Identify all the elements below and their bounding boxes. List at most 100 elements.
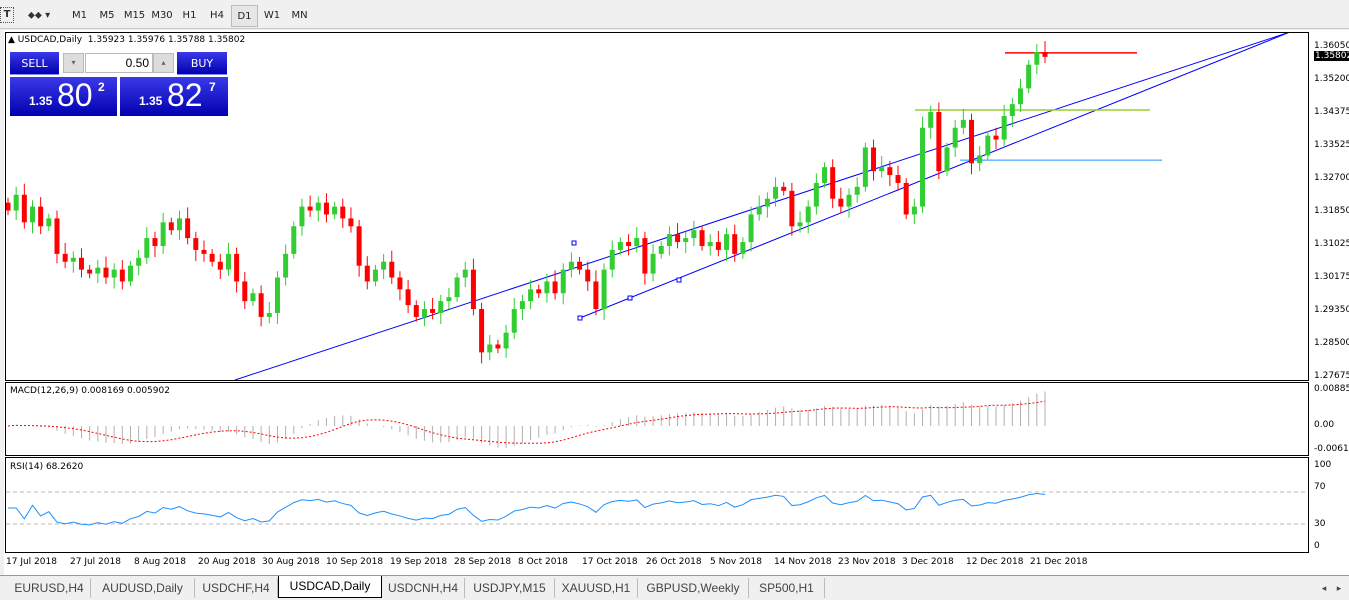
tab-eurusd-h4[interactable]: EURUSD,H4 <box>8 578 91 598</box>
buy-button[interactable]: BUY <box>177 52 227 75</box>
candle-body <box>650 253 656 274</box>
candle-body <box>756 206 762 215</box>
candle-body <box>536 289 542 294</box>
candle-body <box>495 344 501 349</box>
rsi-axis-label: 100 <box>1314 460 1332 470</box>
candle-body <box>1018 88 1024 105</box>
volume-increase-button[interactable]: ▴ <box>153 53 174 73</box>
rsi-axis-label: 70 <box>1314 482 1326 492</box>
candle-body <box>511 309 517 333</box>
candle-body <box>960 119 966 128</box>
candle-body <box>364 265 370 282</box>
candle-body <box>307 206 313 211</box>
timeframe-d1[interactable]: D1 <box>231 5 258 27</box>
macd-axis-label: -0.00614 <box>1314 444 1349 454</box>
candle-body <box>552 281 558 294</box>
date-axis-label: 26 Oct 2018 <box>646 557 702 567</box>
date-axis-label: 20 Aug 2018 <box>198 557 256 567</box>
text-tool-icon[interactable]: T <box>0 7 14 23</box>
date-axis-label: 14 Nov 2018 <box>774 557 832 567</box>
tab-scroll-left[interactable]: ◂ <box>1321 583 1327 593</box>
chart-tabs: EURUSD,H4 AUDUSD,Daily USDCHF,H4 USDCAD,Dai… <box>0 575 1349 600</box>
candle-body <box>969 119 975 164</box>
volume-decrease-button[interactable]: ▾ <box>63 53 84 73</box>
candle-body <box>519 301 525 310</box>
candle-body <box>6 202 11 211</box>
timeframe-w1[interactable]: W1 <box>263 10 281 21</box>
candle-body <box>805 206 811 223</box>
buy-price[interactable]: 1.35 82 7 <box>120 77 228 116</box>
candle-body <box>348 218 354 227</box>
candle-body <box>176 218 182 231</box>
tab-usdcnh-h4[interactable]: USDCNH,H4 <box>382 578 465 598</box>
price-axis-label: 1.30175 <box>1314 272 1349 283</box>
volume-input[interactable]: 0.50 <box>85 53 153 73</box>
tab-gbpusd-weekly[interactable]: GBPUSD,Weekly <box>638 578 749 598</box>
sell-price[interactable]: 1.35 80 2 <box>10 77 117 116</box>
candle-body <box>242 281 248 302</box>
rsi-panel[interactable] <box>5 457 1309 553</box>
tab-usdcad-daily[interactable]: USDCAD,Daily <box>278 576 382 598</box>
channel-anchor-handle <box>577 315 583 321</box>
timeframe-h4[interactable]: H4 <box>210 10 224 21</box>
channel-upper-line <box>234 33 1289 380</box>
candle-body <box>381 261 387 270</box>
candle-body <box>323 202 329 215</box>
candle-body <box>372 269 378 282</box>
price-axis-label: 1.33525 <box>1314 140 1349 151</box>
tab-audusd-daily[interactable]: AUDUSD,Daily <box>91 578 195 598</box>
candle-body <box>846 194 852 207</box>
channel-anchor-handle <box>676 277 682 283</box>
candle-body <box>160 222 166 246</box>
candle-body <box>1042 52 1048 57</box>
timeframe-m15[interactable]: M15 <box>123 10 146 21</box>
candle-body <box>911 206 917 215</box>
date-axis-label: 28 Sep 2018 <box>454 557 512 567</box>
candle-body <box>315 202 321 211</box>
date-axis-label: 23 Nov 2018 <box>838 557 896 567</box>
candle-body <box>70 257 76 262</box>
candle-body <box>936 112 942 172</box>
candle-body <box>544 281 550 294</box>
price-axis-label: 1.34375 <box>1314 107 1349 117</box>
timeframe-m1[interactable]: M1 <box>72 10 87 21</box>
date-axis-label: 10 Sep 2018 <box>326 557 384 567</box>
price-axis-label: 1.36050 <box>1314 41 1349 51</box>
rsi-axis-label: 0 <box>1314 541 1320 551</box>
candle-body <box>454 277 460 298</box>
candle-body <box>568 261 574 270</box>
sell-button[interactable]: SELL <box>10 52 59 75</box>
candle-body <box>38 206 44 227</box>
current-price-label: 1.35802 <box>1314 50 1349 61</box>
candle-body <box>405 289 411 306</box>
candle-body <box>185 218 191 239</box>
candle-body <box>438 301 444 313</box>
timeframe-m5[interactable]: M5 <box>99 10 115 21</box>
candle-body <box>62 253 68 262</box>
macd-label: MACD(12,26,9) 0.008169 0.005902 <box>10 386 170 396</box>
timeframe-mn[interactable]: MN <box>291 10 308 21</box>
candle-body <box>332 206 338 215</box>
objects-dropdown-icon[interactable]: ⬥⬥ ▾ <box>27 10 51 21</box>
tab-sp500-h1[interactable]: SP500,H1 <box>749 578 825 598</box>
candle-body <box>977 155 983 164</box>
macd-panel[interactable] <box>5 382 1309 456</box>
candle-body <box>732 234 738 254</box>
tab-scroll-right[interactable]: ▸ <box>1336 583 1342 593</box>
candle-body <box>1001 115 1007 140</box>
candle-body <box>291 226 297 254</box>
tab-usdjpy-m15[interactable]: USDJPY,M15 <box>465 578 555 598</box>
candle-body <box>813 182 819 207</box>
timeframe-m30[interactable]: M30 <box>151 10 173 21</box>
date-axis-label: 5 Nov 2018 <box>710 557 762 567</box>
candle-body <box>920 127 926 207</box>
tab-usdchf-h4[interactable]: USDCHF,H4 <box>195 578 278 598</box>
sell-price-pips: 80 <box>57 77 93 113</box>
candle-body <box>871 147 877 172</box>
candle-body <box>944 147 950 172</box>
sell-price-prefix: 1.35 <box>29 94 53 108</box>
sell-price-fraction: 2 <box>98 80 105 94</box>
tab-xauusd-h1[interactable]: XAUUSD,H1 <box>555 578 638 598</box>
timeframe-h1[interactable]: H1 <box>182 10 197 21</box>
candle-body <box>54 218 60 254</box>
